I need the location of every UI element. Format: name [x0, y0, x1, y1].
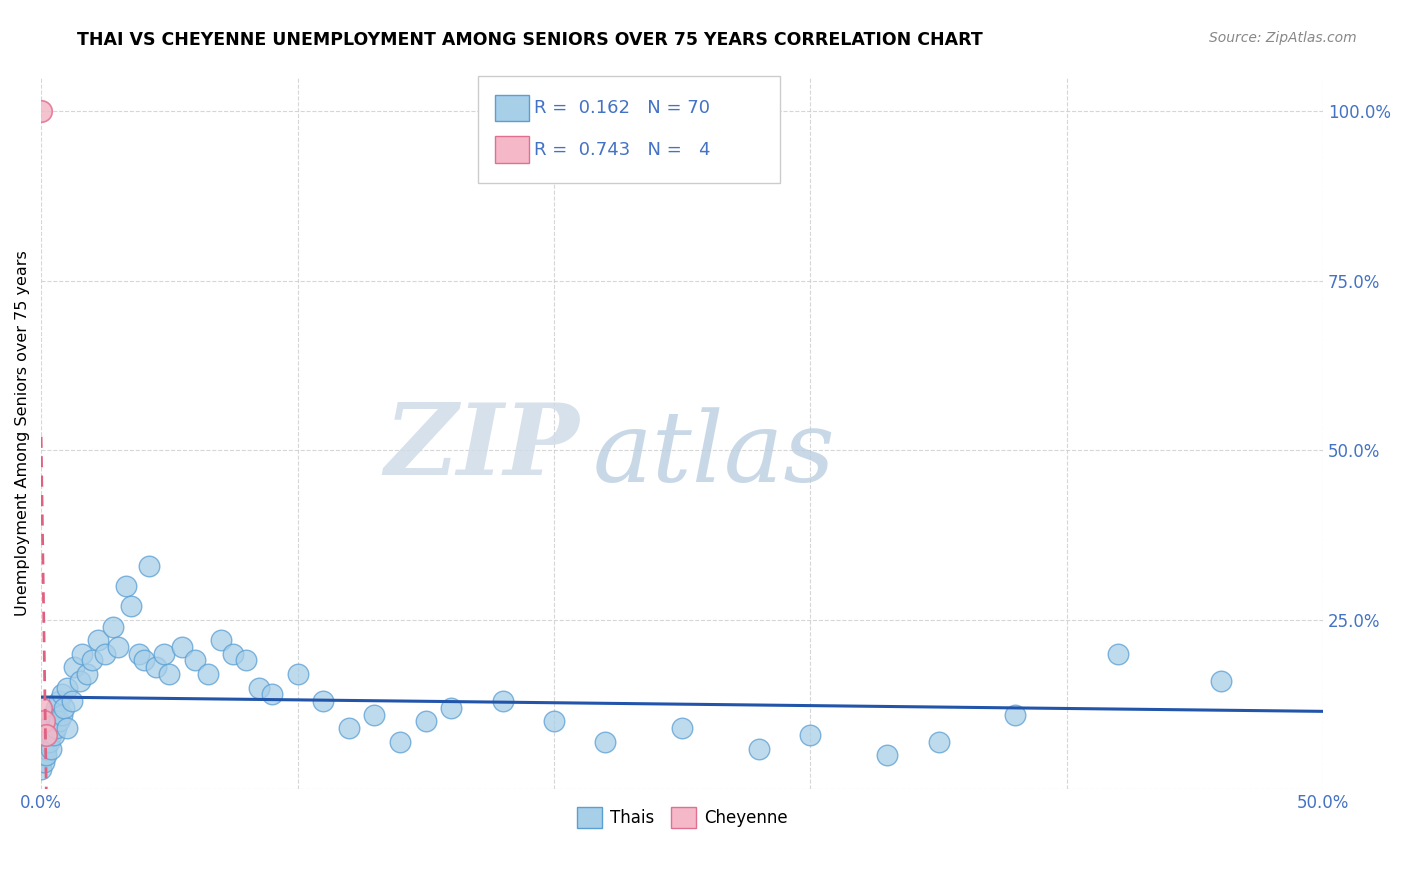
Point [145, 660, 167, 674]
Text: ZIP: ZIP [385, 400, 579, 496]
Point [30, 104, 52, 119]
Point [69, 673, 91, 688]
Point [440, 701, 463, 715]
Point [86, 633, 108, 648]
Point [157, 667, 180, 681]
Point [671, 721, 693, 735]
Point [32, 735, 55, 749]
Point [114, 579, 136, 593]
Point [153, 647, 176, 661]
Point [1107, 647, 1129, 661]
Point [120, 599, 142, 614]
Point [32, 714, 55, 729]
Point [60, 694, 83, 708]
Point [30, 701, 52, 715]
Point [45, 701, 67, 715]
Point [35, 741, 58, 756]
Point [35, 728, 58, 742]
Point [30, 755, 52, 769]
Point [312, 694, 335, 708]
Point [337, 721, 360, 735]
Point [593, 735, 616, 749]
Point [42, 707, 65, 722]
Point [235, 653, 257, 667]
Point [415, 714, 437, 729]
Point [38, 721, 60, 735]
Text: R =  0.743   N =   4: R = 0.743 N = 4 [534, 141, 711, 159]
Point [30, 748, 52, 763]
Text: atlas: atlas [592, 407, 835, 502]
Point [222, 647, 245, 661]
Point [107, 640, 129, 654]
Point [197, 667, 219, 681]
Point [53, 701, 76, 715]
Point [45, 721, 67, 735]
Point [41, 728, 63, 742]
Point [48, 694, 70, 708]
Point [543, 714, 565, 729]
Point [55, 721, 77, 735]
Point [260, 687, 283, 701]
Point [30, 741, 52, 756]
Text: R =  0.162   N = 70: R = 0.162 N = 70 [534, 99, 710, 117]
Point [209, 633, 232, 648]
Point [138, 558, 160, 573]
Point [128, 647, 150, 661]
Point [51, 707, 73, 722]
Point [172, 640, 194, 654]
Point [42, 728, 65, 742]
Point [928, 735, 950, 749]
Point [55, 681, 77, 695]
Text: Source: ZipAtlas.com: Source: ZipAtlas.com [1209, 31, 1357, 45]
Point [32, 755, 55, 769]
Y-axis label: Unemployment Among Seniors over 75 years: Unemployment Among Seniors over 75 years [15, 251, 30, 616]
Point [389, 735, 412, 749]
Point [491, 694, 513, 708]
Point [132, 653, 155, 667]
Point [1209, 673, 1232, 688]
Point [799, 728, 821, 742]
Point [41, 741, 63, 756]
Point [51, 687, 73, 701]
Point [82, 653, 104, 667]
Point [287, 667, 309, 681]
Point [76, 667, 98, 681]
Legend: Thais, Cheyenne: Thais, Cheyenne [569, 801, 794, 834]
Point [748, 741, 770, 756]
Point [63, 660, 86, 674]
Point [38, 735, 60, 749]
Point [41, 714, 63, 729]
Point [94, 647, 117, 661]
Point [35, 748, 58, 763]
Point [30, 762, 52, 776]
Point [363, 707, 385, 722]
Text: THAI VS CHEYENNE UNEMPLOYMENT AMONG SENIORS OVER 75 YEARS CORRELATION CHART: THAI VS CHEYENNE UNEMPLOYMENT AMONG SENI… [77, 31, 983, 49]
Point [184, 653, 207, 667]
Point [70, 647, 93, 661]
Point [101, 619, 124, 633]
Point [876, 748, 898, 763]
Point [1004, 707, 1026, 722]
Point [32, 748, 55, 763]
Point [48, 714, 70, 729]
Point [35, 728, 58, 742]
Point [247, 681, 270, 695]
